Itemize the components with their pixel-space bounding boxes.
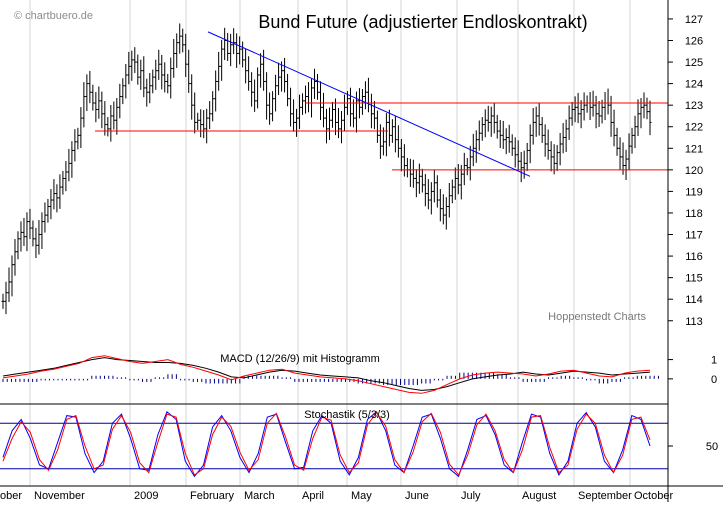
stochastic-k-line	[2, 410, 651, 478]
main-chart-title: Bund Future (adjustierter Endloskontrakt…	[258, 12, 587, 32]
x-tick-label: April	[302, 490, 324, 502]
y-tick-label: 123	[685, 100, 703, 112]
macd-signal-line	[2, 355, 651, 394]
x-tick-label: ober	[0, 490, 22, 502]
x-tick-label: July	[461, 490, 481, 502]
y-tick-label: 127	[685, 14, 703, 26]
x-tick-label: 2009	[134, 490, 158, 502]
stochastic-title: Stochastik (5/3/3)	[304, 409, 390, 421]
y-tick-label: 122	[685, 122, 703, 134]
x-tick-label: February	[190, 490, 235, 502]
stochastic-panel	[0, 410, 668, 478]
y-tick-label: 120	[685, 165, 703, 177]
x-tick-label: October	[634, 490, 673, 502]
macd-y-tick-label: 1	[711, 355, 717, 367]
y-tick-label: 116	[685, 251, 703, 263]
grid-layer	[29, 0, 631, 486]
y-tick-label: 125	[685, 57, 703, 69]
x-tick-label: November	[34, 490, 85, 502]
y-tick-label: 114	[685, 294, 703, 306]
y-tick-label: 115	[685, 273, 703, 285]
watermark-text: © chartbuero.de	[14, 10, 93, 22]
y-tick-label: 118	[685, 208, 703, 220]
macd-panel	[2, 355, 659, 394]
x-tick-label: June	[405, 490, 429, 502]
macd-y-tick-label: 0	[711, 374, 717, 386]
y-tick-label: 113	[685, 316, 703, 328]
x-tick-label: May	[351, 490, 372, 502]
y-tick-label: 126	[685, 35, 703, 47]
downtrend-line	[207, 31, 531, 177]
x-tick-label: August	[522, 490, 556, 502]
y-tick-label: 119	[685, 186, 703, 198]
y-tick-label: 117	[685, 230, 703, 242]
price-panel	[1, 23, 668, 315]
credit-text: Hoppenstedt Charts	[548, 311, 646, 323]
stochastic-y-tick-label: 50	[706, 441, 718, 453]
macd-title: MACD (12/26/9) mit Histogramm	[220, 353, 380, 365]
x-tick-label: September	[578, 490, 632, 502]
y-tick-label: 121	[685, 143, 703, 155]
y-tick-label: 124	[685, 79, 703, 91]
stochastic-d-line	[2, 411, 651, 476]
x-tick-label: March	[244, 490, 275, 502]
